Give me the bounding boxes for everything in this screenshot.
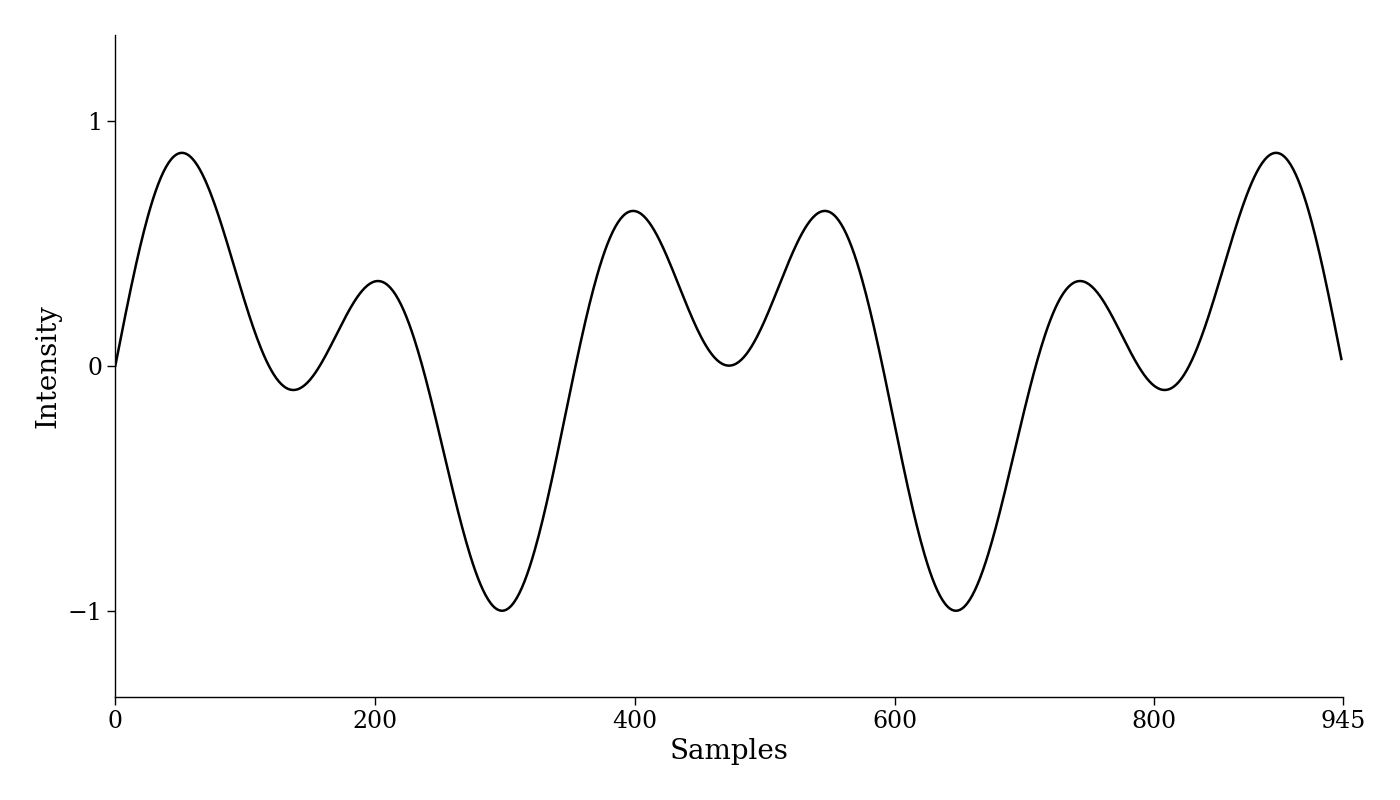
Y-axis label: Intensity: Intensity [35,304,62,427]
X-axis label: Samples: Samples [669,738,788,766]
